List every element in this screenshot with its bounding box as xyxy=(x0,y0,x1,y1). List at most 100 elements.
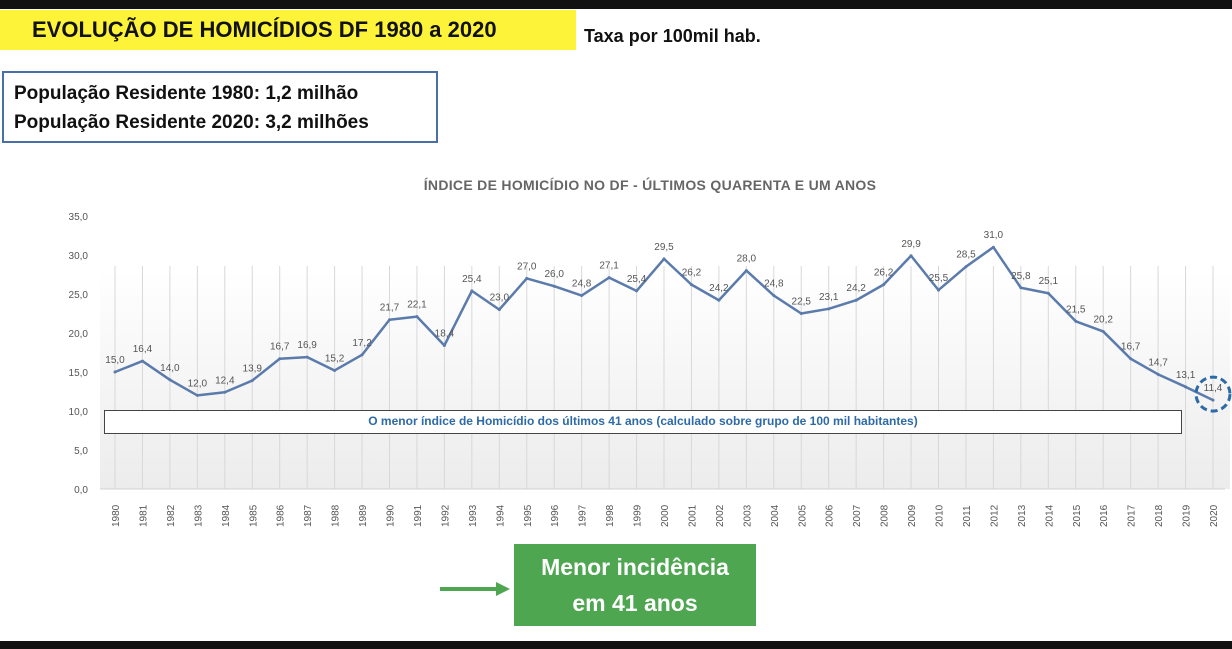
y-tick-label: 30,0 xyxy=(69,251,89,262)
data-label: 25,1 xyxy=(1039,276,1059,287)
data-point xyxy=(607,276,611,280)
data-label: 25,8 xyxy=(1011,271,1031,282)
data-label: 29,5 xyxy=(654,242,674,253)
data-point xyxy=(360,353,364,357)
data-point xyxy=(991,245,995,249)
x-tick-label: 1980 xyxy=(111,504,122,527)
data-label: 15,2 xyxy=(325,353,345,364)
data-point xyxy=(442,343,446,347)
data-point xyxy=(1101,329,1105,333)
x-tick-label: 1992 xyxy=(440,504,451,527)
data-point xyxy=(525,276,529,280)
data-point xyxy=(799,312,803,315)
data-label: 28,5 xyxy=(956,250,976,261)
population-box: População Residente 1980: 1,2 milhão Pop… xyxy=(2,71,438,143)
data-label: 14,7 xyxy=(1148,357,1168,368)
data-point xyxy=(305,355,309,359)
y-tick-label: 5,0 xyxy=(74,446,88,457)
y-tick-label: 35,0 xyxy=(69,212,89,223)
x-tick-label: 1993 xyxy=(468,504,479,527)
data-label: 25,4 xyxy=(627,274,647,285)
callout-line2: em 41 anos xyxy=(572,590,698,616)
x-tick-label: 1998 xyxy=(605,504,616,527)
data-point xyxy=(168,378,172,382)
x-tick-label: 1989 xyxy=(358,504,369,527)
x-tick-label: 1995 xyxy=(523,504,534,527)
rate-subtitle: Taxa por 100mil hab. xyxy=(584,26,761,46)
callout-line1: Menor incidência xyxy=(541,554,729,580)
x-tick-label: 1982 xyxy=(166,504,177,527)
data-label: 11,4 xyxy=(1204,383,1223,394)
data-label: 23,1 xyxy=(819,292,839,303)
chart-title: ÍNDICE DE HOMICÍDIO NO DF - ÚLTIMOS QUAR… xyxy=(423,177,877,193)
data-point xyxy=(827,307,831,311)
x-tick-label: 2009 xyxy=(907,504,918,527)
data-label: 26,2 xyxy=(874,268,894,279)
data-point xyxy=(937,288,940,292)
data-label: 20,2 xyxy=(1093,314,1113,325)
y-tick-label: 10,0 xyxy=(69,407,89,418)
population-2020: População Residente 2020: 3,2 milhões xyxy=(14,112,369,133)
data-point xyxy=(717,298,721,302)
data-label: 29,9 xyxy=(901,239,921,250)
data-label: 26,0 xyxy=(544,269,564,280)
data-point xyxy=(635,289,639,293)
data-label: 16,7 xyxy=(270,342,290,353)
x-tick-label: 2003 xyxy=(742,504,753,527)
x-tick-label: 2020 xyxy=(1209,504,1220,527)
x-tick-label: 1981 xyxy=(138,504,149,527)
data-label: 22,5 xyxy=(792,297,812,308)
data-label: 16,7 xyxy=(1121,342,1141,353)
data-point xyxy=(1184,385,1188,389)
data-point xyxy=(113,370,117,374)
data-label: 16,9 xyxy=(297,340,317,351)
y-tick-label: 15,0 xyxy=(69,368,89,379)
data-label: 24,8 xyxy=(764,279,784,290)
data-point xyxy=(195,393,199,397)
x-tick-label: 2005 xyxy=(797,504,808,527)
x-tick-label: 2014 xyxy=(1044,504,1055,527)
page-title: EVOLUÇÃO DE HOMICÍDIOS DF 1980 a 2020 xyxy=(0,10,576,50)
data-point xyxy=(854,298,858,302)
x-tick-label: 2013 xyxy=(1017,504,1028,527)
data-point xyxy=(552,284,556,288)
data-label: 12,0 xyxy=(188,378,208,389)
x-tick-label: 2017 xyxy=(1127,504,1138,527)
data-label: 26,2 xyxy=(682,268,702,279)
x-tick-label: 2015 xyxy=(1072,504,1083,527)
top-border xyxy=(0,0,1232,9)
data-label: 24,8 xyxy=(572,279,592,290)
data-label: 24,2 xyxy=(846,283,866,294)
x-tick-label: 1987 xyxy=(303,504,314,527)
data-label: 21,7 xyxy=(380,303,400,314)
x-tick-label: 2018 xyxy=(1154,504,1165,527)
data-label: 25,5 xyxy=(929,273,949,284)
data-point xyxy=(497,308,501,312)
x-tick-label: 2010 xyxy=(935,504,946,527)
data-label: 31,0 xyxy=(984,230,1004,241)
data-label: 27,1 xyxy=(599,261,619,272)
y-tick-label: 0,0 xyxy=(74,485,88,496)
x-tick-label: 2007 xyxy=(852,504,863,527)
data-point xyxy=(278,357,282,361)
data-point xyxy=(388,318,391,322)
x-tick-label: 2006 xyxy=(825,504,836,527)
data-point xyxy=(1129,357,1133,361)
x-tick-label: 2019 xyxy=(1182,504,1193,527)
data-label: 23,0 xyxy=(490,293,510,304)
x-tick-label: 1986 xyxy=(276,504,287,527)
plot-area xyxy=(100,270,1230,489)
data-label: 27,0 xyxy=(517,261,537,272)
callout-box: Menor incidência em 41 anos xyxy=(514,544,756,626)
highlight-circle xyxy=(1194,375,1232,413)
data-label: 13,9 xyxy=(243,364,263,375)
data-point xyxy=(140,359,144,363)
chart-annotation: O menor índice de Homicídio dos últimos … xyxy=(104,410,1182,434)
data-point xyxy=(744,269,748,273)
x-tick-label: 2002 xyxy=(715,504,726,527)
data-label: 14,0 xyxy=(160,363,180,374)
x-tick-label: 1996 xyxy=(550,504,561,527)
x-tick-label: 1997 xyxy=(578,504,589,527)
x-tick-label: 2016 xyxy=(1099,504,1110,527)
